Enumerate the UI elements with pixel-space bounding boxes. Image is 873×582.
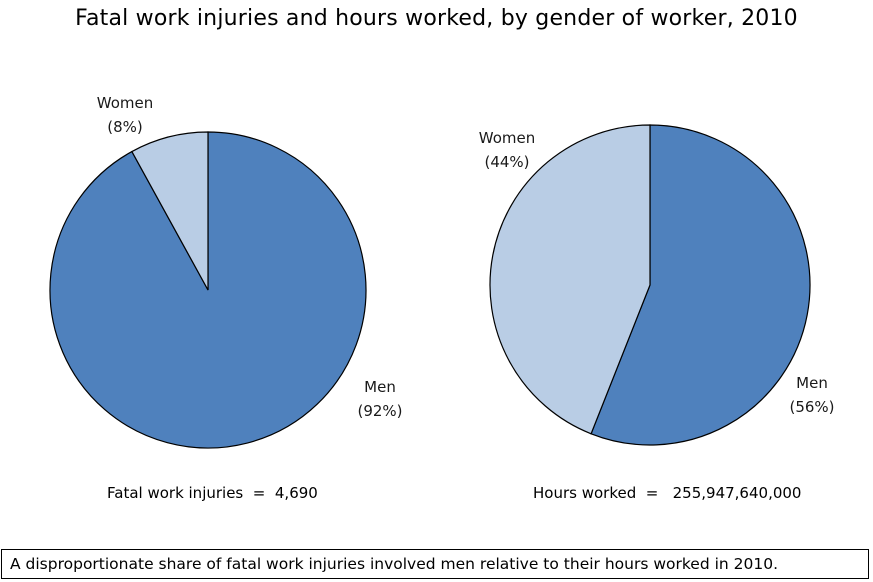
pie-hours-worked xyxy=(489,124,811,446)
pct-men-hours: (56%) xyxy=(789,398,834,416)
pie-slice-women-fatal xyxy=(131,131,209,291)
pie-fatal-injuries xyxy=(49,131,367,449)
footnote: A disproportionate share of fatal work i… xyxy=(1,549,869,579)
caption-hours-worked: Hours worked = 255,947,640,000 xyxy=(533,484,802,502)
pct-women-hours: (44%) xyxy=(484,153,529,171)
chart-title: Fatal work injuries and hours worked, by… xyxy=(75,6,798,31)
pie-slice-men-hours xyxy=(590,124,811,446)
label-women-fatal: Women xyxy=(97,94,153,112)
caption-fatal-injuries: Fatal work injuries = 4,690 xyxy=(107,484,318,502)
pct-men-fatal: (92%) xyxy=(357,402,402,420)
label-women-hours: Women xyxy=(479,129,535,147)
pie-slice-women-hours xyxy=(489,124,651,435)
pct-women-fatal: (8%) xyxy=(107,118,143,136)
label-men-fatal: Men xyxy=(364,378,396,396)
label-men-hours: Men xyxy=(796,374,828,392)
